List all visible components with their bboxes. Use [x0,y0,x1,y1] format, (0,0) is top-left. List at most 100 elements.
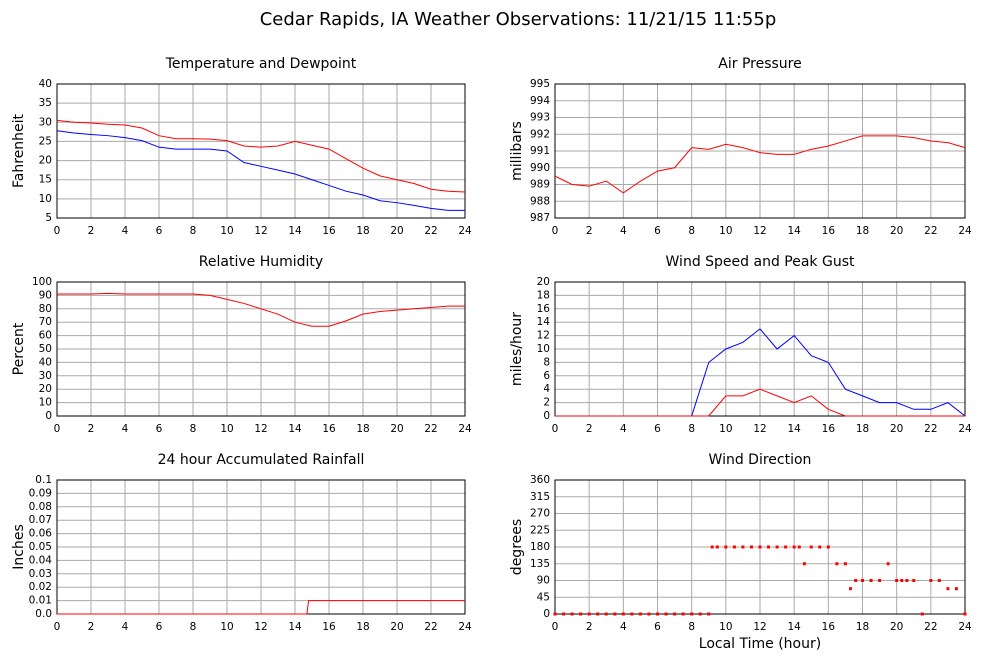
x-tick-label: 6 [156,225,163,237]
data-line [554,135,966,194]
y-axis-label: millibars [509,121,525,181]
y-tick-label: 40 [39,356,52,368]
x-tick-label: 12 [753,423,766,435]
x-tick-label: 10 [220,423,233,435]
data-point [630,612,634,616]
y-tick-label: 0.05 [29,541,52,553]
y-tick-label: 90 [537,575,550,587]
x-tick-label: 18 [356,225,369,237]
data-point [775,545,779,549]
y-tick-label: 25 [39,135,52,147]
data-point [604,612,608,616]
x-tick-label: 12 [753,225,766,237]
x-tick-label: 10 [719,621,732,633]
y-tick-label: 70 [39,316,52,328]
y-tick-label: 2 [543,397,550,409]
x-tick-label: 16 [822,621,836,633]
y-axis-label: Inches [11,524,27,569]
y-tick-label: 987 [530,212,550,224]
y-tick-label: 5 [45,212,52,224]
data-point [854,579,858,582]
y-tick-label: 0.04 [29,554,53,566]
x-tick-label: 8 [688,621,695,633]
x-tick-label: 0 [552,225,559,237]
x-tick-label: 8 [688,423,695,435]
y-tick-label: 0.02 [29,581,52,593]
data-point [749,545,753,549]
data-point [698,612,702,616]
data-point [878,579,882,582]
panel-title: Wind Direction [709,452,812,468]
y-tick-label: 35 [39,97,52,109]
x-tick-label: 22 [924,225,937,237]
x-tick-label: 16 [322,621,336,633]
panel-title: Temperature and Dewpoint [165,56,357,72]
x-tick-label: 22 [424,225,437,237]
x-tick-label: 8 [190,225,197,237]
x-tick-label: 18 [856,423,869,435]
x-tick-label: 18 [356,621,369,633]
y-tick-label: 50 [39,343,52,355]
data-line [57,292,465,327]
y-tick-label: 135 [530,558,550,570]
panel-title: Air Pressure [718,56,801,72]
x-tick-label: 22 [924,621,937,633]
x-tick-label: 8 [190,423,197,435]
x-tick-label: 8 [688,225,695,237]
y-tick-label: 45 [537,591,550,603]
y-tick-label: 0.08 [29,501,52,513]
y-tick-label: 994 [530,95,550,107]
y-tick-label: 0.01 [29,595,52,607]
y-tick-label: 10 [537,343,550,355]
y-tick-label: 8 [543,356,550,368]
data-point [843,562,847,566]
x-tick-label: 14 [288,225,302,237]
y-tick-label: 0.1 [35,474,52,486]
data-point [562,612,566,616]
y-tick-label: 0.07 [29,514,52,526]
y-tick-label: 40 [39,78,52,90]
x-tick-label: 2 [586,225,593,237]
x-tick-label: 4 [122,225,129,237]
data-point [553,612,557,616]
x-tick-label: 10 [719,225,732,237]
y-tick-label: 993 [530,112,550,124]
data-point [579,612,583,616]
y-tick-label: 90 [39,289,52,301]
x-tick-label: 16 [322,423,336,435]
data-point [664,612,668,616]
y-tick-label: 10 [39,193,52,205]
x-tick-label: 20 [390,225,403,237]
y-tick-label: 225 [530,524,550,536]
x-tick-label: 6 [654,621,661,633]
data-point [920,612,924,616]
x-tick-label: 4 [122,423,129,435]
y-tick-label: 0 [543,608,550,620]
x-tick-label: 24 [958,621,972,633]
x-tick-label: 4 [620,423,627,435]
data-point [835,562,839,566]
data-point [946,587,950,591]
x-tick-label: 0 [54,621,61,633]
data-line [56,130,465,211]
y-tick-label: 0.06 [29,528,53,540]
x-tick-label: 18 [856,225,869,237]
y-tick-label: 4 [543,383,550,395]
y-tick-label: 989 [530,179,550,191]
data-point [741,545,745,549]
x-tick-label: 20 [890,423,903,435]
x-tick-label: 16 [822,423,836,435]
x-tick-label: 10 [220,225,233,237]
x-tick-label: 24 [458,423,472,435]
x-tick-label: 22 [924,423,937,435]
x-tick-label: 0 [552,423,559,435]
y-tick-label: 100 [32,276,52,288]
x-tick-label: 12 [753,621,766,633]
data-point [849,587,853,591]
data-point [710,545,714,549]
y-tick-label: 80 [39,303,52,315]
x-tick-label: 2 [88,621,95,633]
x-tick-label: 20 [390,423,403,435]
y-tick-label: 10 [39,397,52,409]
x-tick-label: 24 [958,423,972,435]
